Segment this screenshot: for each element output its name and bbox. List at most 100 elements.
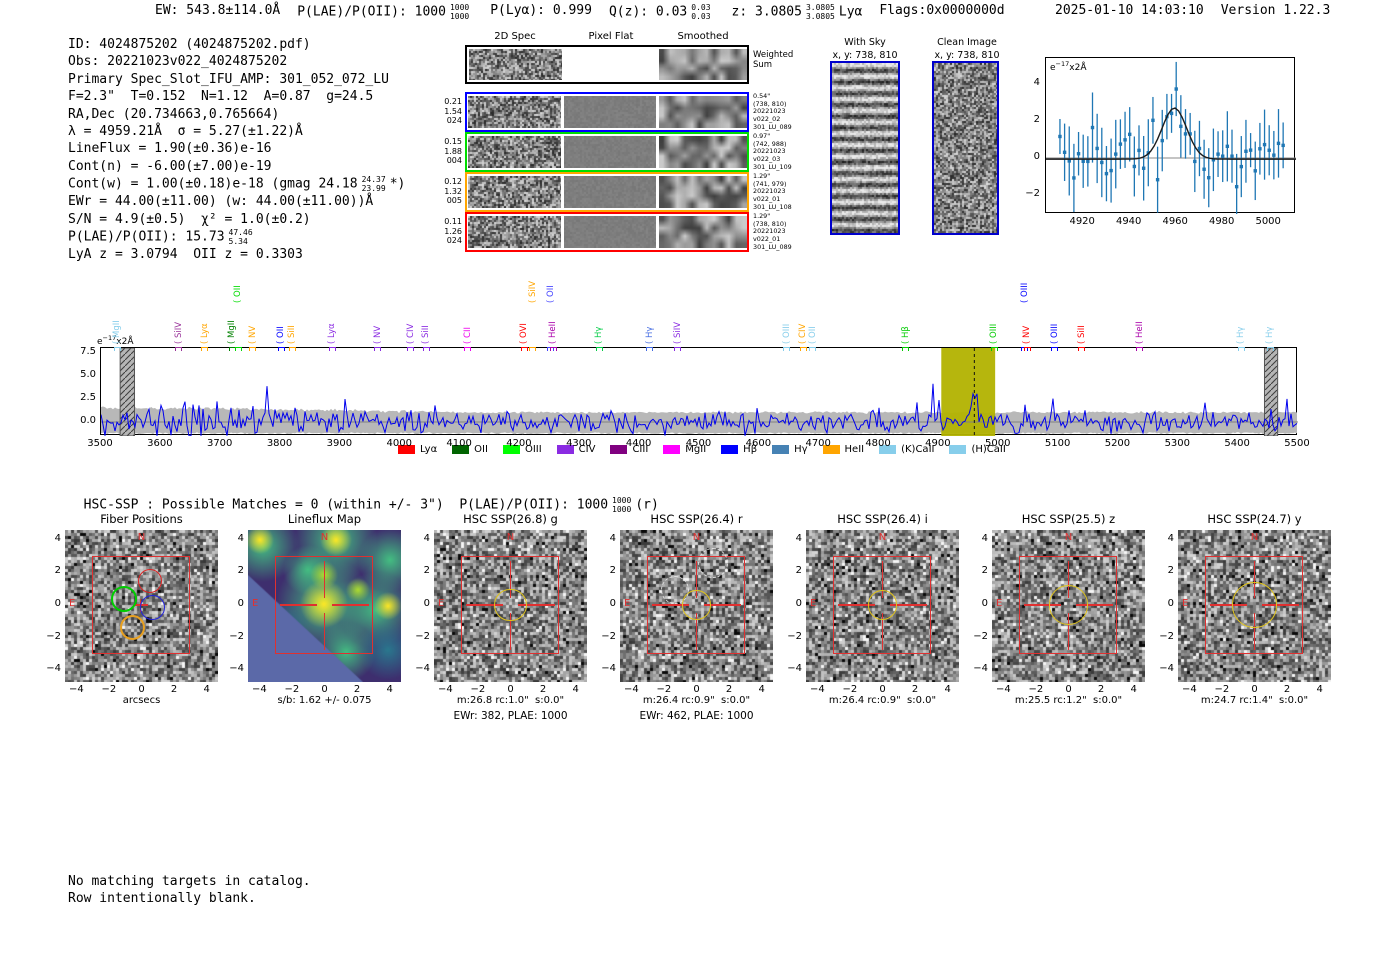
footer-line-1: No matching targets in catalog.	[68, 874, 311, 889]
emission-line-labels-layer: ( MgII( SiIV( Lyα( MgII( OII( NV( OII( S…	[100, 262, 1297, 347]
clean-image-canvas	[934, 63, 997, 233]
header-summary-line: EW: 543.8±114.0Å P(LAE)/P(OII): 1000 1000…	[155, 3, 1005, 21]
crosshair-vertical	[1067, 613, 1069, 650]
emission-line-marker	[799, 347, 807, 351]
legend-item-ciii: CIII	[610, 444, 648, 455]
extent-box	[92, 556, 190, 654]
emission-line-label: ( NV	[1022, 325, 1033, 344]
cutout-ytick: 0	[423, 598, 430, 609]
legend-item-oiii: OIII	[502, 444, 542, 455]
cutout-xtick: 4	[386, 684, 393, 695]
info-primary-spec: Primary Spec_Slot_IFU_AMP: 301_052_072_L…	[68, 71, 389, 87]
cutout-ytick: 2	[981, 565, 988, 577]
emission-line-marker	[990, 347, 998, 351]
cutout-ytick: −2	[601, 630, 616, 642]
crosshair-horizontal	[332, 604, 369, 606]
cutout-ytick: −2	[229, 630, 244, 642]
axis-tick-label: 4800	[865, 438, 891, 449]
fiber3-2d-spec	[468, 176, 561, 208]
header-plae: P(LAE)/P(OII): 1000 1000 1000	[297, 3, 470, 21]
axis-tick-label: 4940	[1115, 216, 1142, 227]
header-meta: 2025-01-10 14:03:10 Version 1.22.3	[1055, 3, 1330, 18]
legend-swatch	[556, 445, 574, 454]
cutout-ytick: 0	[237, 598, 244, 609]
aperture-circle	[494, 588, 527, 622]
cutout-xtick: −2	[656, 684, 672, 695]
axis-tick-label: 4700	[805, 438, 831, 449]
line-fit-plot-svg	[1046, 61, 1298, 220]
emission-line-marker	[277, 347, 285, 351]
legend-swatch	[663, 445, 681, 454]
emission-line-marker	[422, 347, 430, 351]
emission-line-marker	[1078, 347, 1086, 351]
gmag-fraction: 24.37 23.99	[361, 175, 386, 194]
compass-east-label: E	[252, 598, 259, 609]
cutout-title: HSC SSP(24.7) y	[1207, 512, 1302, 526]
emission-line-label: ( CIV	[405, 323, 416, 344]
ghost-source-circle	[697, 547, 728, 578]
axis-tick-label: 0	[1033, 151, 1040, 162]
plae-poii-fraction: 47.46 5.34	[228, 227, 253, 246]
ghost-source-circle	[661, 575, 690, 604]
header-plya: P(Lyα): 0.999	[490, 3, 592, 18]
legend-label: (H)CaII	[971, 444, 1006, 455]
legend-label: Hβ	[743, 444, 758, 455]
cutout-xtick: −4	[437, 684, 453, 695]
fiber4-2d-spec	[468, 216, 561, 248]
crosshair-vertical	[695, 613, 697, 650]
crosshair-horizontal	[518, 604, 555, 606]
fiber2-pixel-flat	[564, 136, 656, 168]
catalog-match-note: No matching targets in catalog. Row inte…	[68, 874, 311, 907]
emission-line-label: ( CIV	[798, 323, 809, 344]
weighted-smoothed-image	[659, 49, 747, 80]
fiber-circle	[138, 569, 163, 594]
emission-line-marker	[783, 347, 791, 351]
emission-line-label: ( OII	[807, 326, 818, 344]
extent-box	[275, 556, 373, 654]
fiber-row-3-weights: 0.12 1.32 005	[444, 177, 462, 206]
cutout-xtick: −4	[995, 684, 1011, 695]
fiber-row-4-id: 1.29" (738, 810) 20221023 v022_01 301_LU…	[753, 212, 792, 251]
fiber-row-4-weights: 0.11 1.26 024	[444, 217, 462, 246]
cutout-xtick: 0	[693, 684, 700, 695]
cutout-ytick: 2	[795, 565, 802, 577]
fiber-row-3-id: 1.29" (741, 979) 20221023 v022_01 301_LU…	[753, 172, 792, 211]
info-redshifts: LyA z = 3.0794 OII z = 0.3303	[68, 246, 303, 262]
plae-fraction: 1000 1000	[449, 3, 470, 21]
cutout-xtick: 0	[1251, 684, 1258, 695]
emission-line-marker	[249, 347, 257, 351]
fiber3-smoothed	[659, 176, 747, 208]
cutout-ytick: 4	[981, 532, 988, 544]
legend-swatch	[879, 445, 897, 454]
info-id: ID: 4024875202 (4024875202.pdf)	[68, 37, 311, 52]
crosshair-vertical	[1067, 561, 1069, 598]
crosshair-vertical	[323, 613, 325, 650]
emission-line-marker	[646, 347, 654, 351]
hsc-fraction: 1000 1000	[612, 496, 632, 515]
compass-east-label: E	[624, 598, 631, 609]
spectrum-plot	[100, 347, 1298, 437]
cutout-ytick: −4	[415, 663, 430, 675]
axis-tick-label: 2.5	[80, 392, 96, 403]
axis-tick-label: 4100	[446, 438, 472, 449]
fiber-row-2-weights: 0.15 1.88 004	[444, 137, 462, 166]
cutout-xtick: 0	[507, 684, 514, 695]
cutout-xlabel: m:26.4 rc:0.9" s:0.0"	[828, 695, 937, 706]
legend-label: MgII	[685, 444, 707, 455]
crosshair-horizontal	[1262, 604, 1299, 606]
axis-tick-label: 5.0	[80, 369, 96, 380]
fiber-circle	[111, 586, 138, 613]
header-version: Version 1.22.3	[1220, 3, 1331, 18]
cutout-ytick: −4	[601, 663, 616, 675]
fiber1-2d-spec	[468, 96, 561, 128]
cutout-extra: EWr: 462, PLAE: 1000	[639, 710, 754, 722]
compass-north-label: N	[320, 532, 329, 543]
header-ew: EW: 543.8±114.0Å	[155, 3, 281, 18]
emission-line-label: ( Hγ	[644, 326, 655, 344]
